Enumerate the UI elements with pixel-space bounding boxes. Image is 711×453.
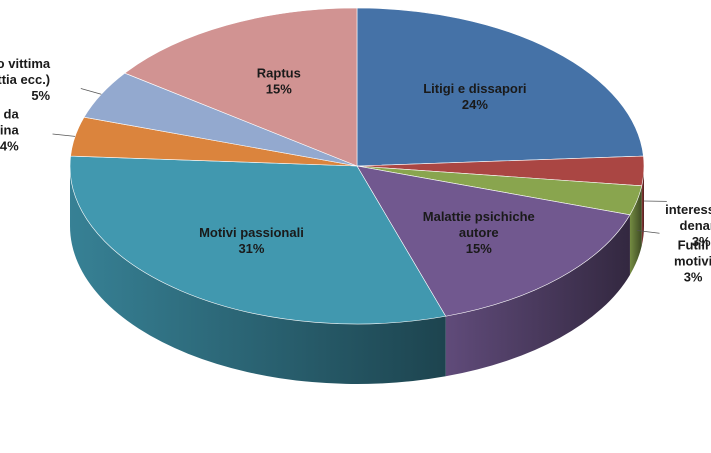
pie-wall-futili-motivi (629, 185, 642, 275)
data-label-motivi-passionali: Motivi passionali 31% (199, 225, 304, 256)
pie-side-walls (70, 166, 644, 384)
data-label-malattie-psichiche-autore: Malattie psichiche autore 15% (423, 209, 535, 256)
pie-slices (69, 7, 645, 325)
leader-line-difesa-da-rapina (52, 133, 76, 137)
pie-slice-motivi-passionali (69, 155, 447, 325)
pie-slice-raptus (124, 7, 358, 167)
pie-wall-malattie-psichiche-autore (445, 214, 630, 377)
data-label-litigi-e-dissapori: Litigi e dissapori 24% (423, 81, 526, 112)
pie-slice-litigi-e-dissapori (356, 7, 644, 167)
data-label-raptus: Raptus 15% (257, 66, 301, 97)
leader-line-disagio-vittima-malattia-ecc (80, 88, 102, 95)
data-label-interesse-di-denaro: interesse didenaro3% (665, 202, 711, 249)
pie-wall-interesse-di-denaro (641, 166, 644, 246)
leader-line-futili-motivi (637, 230, 660, 234)
data-label-difesa-da-rapina: Difesa darapina4% (0, 106, 19, 153)
data-label-disagio-vittima-malattia-ecc: Disagio vittima(malattia ecc.)5% (0, 56, 51, 103)
data-label-futili-motivi: Futili motivi 3% (674, 237, 711, 284)
pie-wall-motivi-passionali (70, 166, 446, 384)
pie-slice-malattie-psichiche-autore (356, 165, 631, 317)
